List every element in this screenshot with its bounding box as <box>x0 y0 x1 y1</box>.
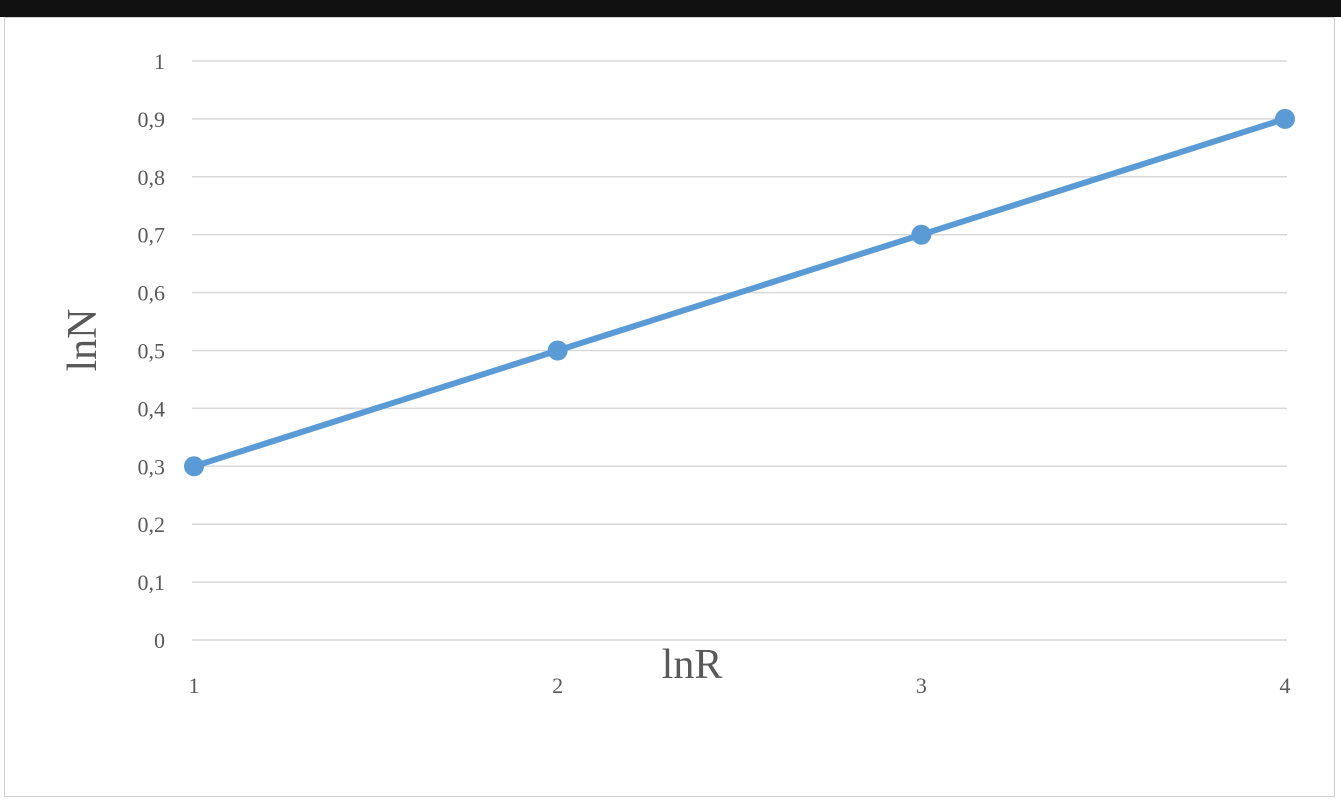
y-tick-label: 0,4 <box>138 396 166 421</box>
series-line <box>193 116 1286 470</box>
y-tick-label: 0,3 <box>138 454 166 479</box>
y-tick-label: 0,1 <box>138 570 166 595</box>
x-tick-label: 1 <box>189 673 200 698</box>
y-tick-label: 0,7 <box>138 223 166 248</box>
series-layer <box>184 108 1295 477</box>
y-tick-label: 0 <box>154 628 165 653</box>
gridlines <box>192 60 1287 641</box>
y-tick-label: 0,5 <box>138 339 166 364</box>
y-axis-title: lnN <box>60 309 106 372</box>
top-band <box>0 0 1341 17</box>
y-tick-label: 0,6 <box>138 281 166 306</box>
x-axis-title: lnR <box>662 642 723 688</box>
y-tick-label: 1 <box>154 49 165 74</box>
y-tick-label: 0,9 <box>138 107 166 132</box>
data-point <box>1275 108 1295 129</box>
chart-frame <box>4 17 1335 797</box>
y-tick-label: 0,8 <box>138 165 166 190</box>
y-tick-label: 0,2 <box>138 512 166 537</box>
data-point <box>184 456 204 477</box>
data-point <box>911 224 932 245</box>
x-tick-label: 2 <box>552 673 563 698</box>
y-axis-ticks: 0 0,1 0,2 0,3 0,4 0,5 0,6 0,7 0,8 0,9 1 <box>138 49 166 653</box>
x-axis-ticks: 1 2 3 4 <box>189 673 1291 698</box>
data-point <box>547 340 568 361</box>
x-tick-label: 4 <box>1280 673 1291 698</box>
x-tick-label: 3 <box>916 673 927 698</box>
